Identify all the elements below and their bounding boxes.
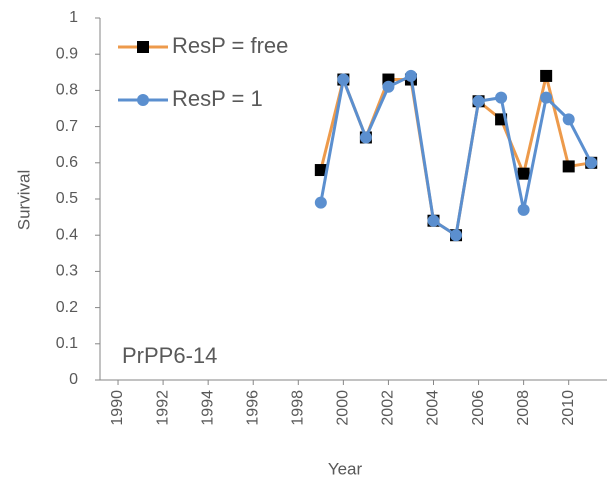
x-tick-label: 2008 (515, 390, 532, 426)
data-point (495, 91, 508, 104)
data-point (472, 95, 485, 108)
legend-marker (137, 94, 149, 106)
legend-label: ResP = 1 (172, 86, 263, 111)
y-tick-label: 1 (69, 9, 78, 26)
x-tick-label: 1992 (154, 390, 171, 426)
x-tick-label: 2010 (560, 390, 577, 426)
data-point (314, 164, 327, 177)
legend-label: ResP = free (172, 33, 288, 58)
legend-marker (137, 41, 149, 53)
data-point (427, 214, 440, 227)
x-tick-label: 1994 (199, 390, 216, 426)
data-point (562, 113, 575, 126)
data-point (382, 80, 395, 93)
data-point (359, 131, 372, 144)
x-tick-label: 2004 (425, 390, 442, 426)
y-tick-label: 0.7 (56, 118, 78, 135)
data-point (337, 73, 350, 86)
x-tick-label: 1998 (290, 390, 307, 426)
annotation: PrPP6-14 (122, 343, 217, 368)
data-point (562, 160, 575, 173)
x-axis-title: Year (328, 459, 363, 478)
y-tick-label: 0.3 (56, 263, 78, 280)
y-tick-label: 0.5 (56, 190, 78, 207)
data-point (540, 69, 553, 82)
y-tick-label: 0.4 (56, 226, 78, 243)
y-tick-label: 0.6 (56, 154, 78, 171)
data-point (314, 196, 327, 209)
y-tick-label: 0.8 (56, 82, 78, 99)
data-point (404, 69, 417, 82)
x-tick-label: 2006 (470, 390, 487, 426)
y-tick-label: 0 (69, 371, 78, 388)
data-point (450, 229, 463, 242)
data-point (517, 167, 530, 180)
x-tick-label: 1990 (109, 390, 126, 426)
x-tick-label: 2000 (335, 390, 352, 426)
y-axis-title: Survival (14, 170, 33, 230)
y-tick-label: 0.9 (56, 45, 78, 62)
y-tick-label: 0.2 (56, 299, 78, 316)
y-tick-label: 0.1 (56, 335, 78, 352)
x-tick-label: 1996 (244, 390, 261, 426)
data-point (540, 91, 553, 104)
data-point (585, 156, 598, 169)
x-tick-label: 2002 (380, 390, 397, 426)
data-point (517, 203, 530, 216)
